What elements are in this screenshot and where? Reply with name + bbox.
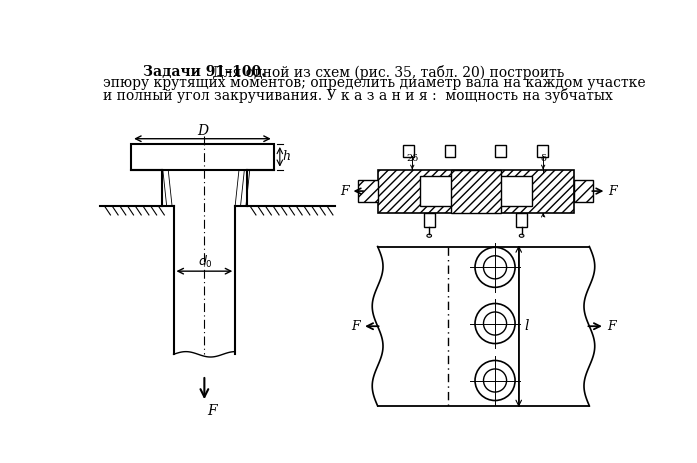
Text: 2δ: 2δ xyxy=(406,154,418,163)
Bar xyxy=(537,145,548,157)
Text: F: F xyxy=(208,404,217,418)
Bar xyxy=(574,180,593,202)
Text: h: h xyxy=(282,150,290,163)
Text: Задачи 91–100.: Задачи 91–100. xyxy=(143,65,266,79)
Text: D: D xyxy=(197,124,208,138)
Text: l: l xyxy=(525,319,530,333)
Bar xyxy=(358,180,378,202)
Bar xyxy=(516,213,527,226)
Text: F: F xyxy=(351,320,360,333)
Text: $d_0$: $d_0$ xyxy=(199,254,213,270)
Bar xyxy=(451,169,501,213)
Text: Для одной из схем (рис. 35, табл. 20) построить: Для одной из схем (рис. 35, табл. 20) по… xyxy=(208,65,565,80)
Bar xyxy=(378,169,574,213)
Bar xyxy=(420,175,532,206)
Bar xyxy=(496,145,506,157)
Bar xyxy=(424,213,435,226)
Text: F: F xyxy=(607,320,615,333)
Bar xyxy=(131,144,274,169)
Text: F: F xyxy=(341,185,349,198)
Text: и полный угол закручивания. У к а з а н и я :  мощность на зубчатых: и полный угол закручивания. У к а з а н … xyxy=(102,88,613,103)
Text: F: F xyxy=(608,185,616,198)
Bar xyxy=(403,145,414,157)
Text: эпюру крутящих моментов; определить диаметр вала на каждом участке: эпюру крутящих моментов; определить диам… xyxy=(102,76,645,90)
Bar xyxy=(445,145,455,157)
Text: δ: δ xyxy=(540,154,546,163)
